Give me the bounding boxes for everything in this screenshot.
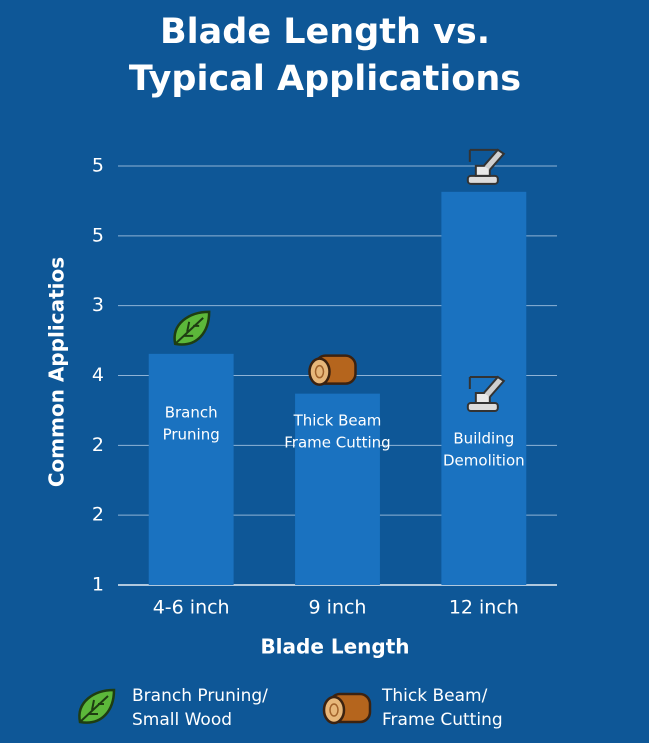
x-tick-label: 4-6 inch (153, 597, 230, 619)
bar (441, 191, 527, 586)
bar-annotation: Pruning (163, 426, 220, 444)
legend-label: Frame Cutting (382, 710, 503, 730)
y-tick-label: 2 (92, 504, 104, 526)
y-tick-label: 2 (92, 434, 104, 456)
legend-label: Thick Beam/ (381, 686, 488, 706)
bar-annotation: Branch (165, 404, 218, 422)
bar-icon (308, 354, 357, 386)
bar-annotation: Demolition (443, 452, 525, 470)
x-tick-label: 9 inch (309, 597, 367, 619)
bar-icon (173, 310, 211, 346)
bar-icon (466, 148, 505, 185)
legend-icon (78, 688, 116, 724)
legend-label: Branch Pruning/ (132, 686, 268, 706)
x-axis-label: Blade Length (260, 635, 409, 659)
y-tick-label: 4 (92, 364, 104, 386)
x-tick-label: 12 inch (449, 597, 519, 619)
y-tick-label: 1 (92, 574, 104, 596)
bar-annotation: Frame Cutting (284, 434, 390, 452)
y-tick-label: 5 (92, 224, 104, 246)
bar-annotation: Thick Beam (293, 412, 382, 430)
y-tick-label: 3 (92, 294, 104, 316)
bar (295, 393, 380, 585)
legend-label: Small Wood (132, 710, 232, 730)
chart-title: Blade Length vs. (160, 12, 490, 52)
legend-icon (322, 692, 372, 725)
chart-title: Typical Applications (129, 59, 521, 99)
y-tick-label: 5 (92, 155, 104, 177)
y-axis-label: Common Applicatios (45, 257, 69, 487)
bar-annotation: Building (453, 430, 514, 448)
bar (148, 353, 234, 585)
